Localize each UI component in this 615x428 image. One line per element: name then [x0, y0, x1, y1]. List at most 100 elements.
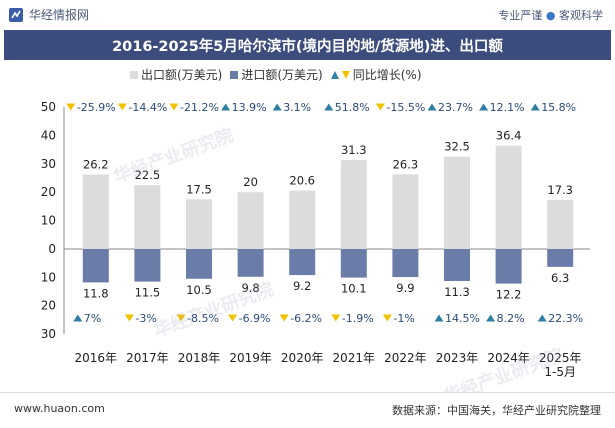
export-growth-label: 51.8%	[335, 101, 370, 114]
footer-website[interactable]: www.huaon.com	[14, 402, 105, 415]
triangle-up-icon	[530, 103, 540, 111]
legend-growth: 同比增长(%)	[330, 66, 422, 83]
triangle-down-icon	[176, 314, 186, 322]
export-value-label: 26.3	[393, 157, 419, 171]
y-tick-label: 20	[41, 185, 56, 199]
import-growth-label: 8.2%	[497, 312, 525, 325]
legend-import-swatch	[230, 70, 239, 79]
x-tick-label: 2022年	[384, 351, 427, 365]
import-value-label: 11.5	[135, 286, 161, 300]
import-value-label: 10.5	[186, 283, 212, 297]
import-growth-label: -6.9%	[239, 312, 271, 325]
import-value-label: 9.2	[293, 279, 311, 293]
export-value-label: 17.5	[186, 182, 212, 196]
y-tick-label: 50	[41, 100, 56, 114]
export-bar	[134, 185, 161, 249]
export-growth-label: 23.7%	[438, 101, 473, 114]
import-value-label: 11.3	[444, 285, 470, 299]
export-value-label: 20	[243, 175, 258, 189]
import-value-label: 9.9	[396, 281, 414, 295]
chart-title: 2016-2025年5月哈尔滨市(境内目的地/货源地)进、出口额	[112, 38, 503, 55]
triangle-up-icon	[537, 314, 547, 322]
footer-source: 数据来源：中国海关，华经产业研究院整理	[392, 404, 601, 417]
legend-export-label: 出口额(万美元)	[141, 68, 223, 82]
import-bar	[340, 249, 367, 278]
y-tick-label: 0	[48, 242, 56, 256]
import-growth-label: -1%	[393, 312, 414, 325]
export-bar	[237, 192, 264, 249]
x-tick-label: 2024年	[487, 351, 530, 365]
triangle-up-icon	[221, 103, 231, 111]
triangle-up-icon	[479, 103, 489, 111]
import-value-label: 9.8	[241, 281, 259, 295]
export-growth-label: 12.1%	[490, 101, 525, 114]
export-value-label: 31.3	[341, 143, 367, 157]
triangle-up-icon	[427, 103, 437, 111]
triangle-down-icon	[169, 103, 179, 111]
export-value-label: 22.5	[135, 168, 161, 182]
tagline: 专业严谨 ● 客观科学	[498, 7, 603, 23]
export-bar	[495, 145, 522, 249]
triangle-up-icon	[272, 103, 282, 111]
y-tick-label: 30	[41, 327, 56, 341]
export-value-label: 17.3	[547, 183, 573, 197]
import-growth-label: -8.5%	[187, 312, 219, 325]
import-bar	[237, 249, 264, 277]
export-bar	[547, 199, 574, 249]
triangle-down-icon	[382, 314, 392, 322]
import-growth-label: -3%	[135, 312, 156, 325]
export-bar	[289, 190, 316, 249]
import-bar	[289, 249, 316, 276]
y-tick-label: 30	[41, 157, 56, 171]
import-value-label: 12.2	[496, 288, 522, 302]
import-value-label: 11.8	[83, 286, 109, 300]
y-tick-label: 10	[41, 214, 56, 228]
triangle-up-icon	[330, 70, 339, 79]
import-bar	[134, 249, 161, 282]
tagline-a: 专业严谨	[498, 9, 543, 22]
export-growth-label: -14.4%	[128, 101, 167, 114]
x-tick-label: 2017年	[126, 351, 169, 365]
brand-name: 华经情报网	[29, 8, 90, 22]
export-value-label: 20.6	[289, 173, 315, 187]
y-tick-label: 20	[41, 299, 56, 313]
export-bar	[186, 199, 212, 249]
footer: www.huaon.com 数据来源：中国海关，华经产业研究院整理	[0, 392, 615, 428]
export-value-label: 32.5	[444, 140, 470, 154]
triangle-down-icon	[331, 314, 341, 322]
legend-import: 进口额(万美元)	[230, 66, 323, 83]
export-bar	[444, 156, 470, 249]
import-bar	[392, 249, 419, 278]
brand[interactable]: 华经情报网	[8, 6, 89, 23]
export-bar	[392, 174, 419, 249]
legend: 出口额(万美元) 进口额(万美元) 同比增长(%)	[130, 66, 430, 83]
x-tick-label: 1-5月	[544, 365, 576, 379]
x-tick-label: 2020年	[281, 351, 324, 365]
title-bar: 2016-2025年5月哈尔滨市(境内目的地/货源地)进、出口额	[4, 30, 611, 60]
export-growth-label: -25.9%	[77, 101, 116, 114]
y-tick-label: 40	[41, 128, 56, 142]
triangle-down-icon	[279, 314, 289, 322]
y-tick-label: 10	[41, 270, 56, 284]
triangle-down-icon	[375, 103, 385, 111]
export-value-label: 36.4	[496, 129, 522, 143]
tagline-b: 客观科学	[559, 9, 603, 22]
import-growth-label: 22.3%	[548, 312, 583, 325]
chart: 50 40 30 20 10 0 10 20 30 26.2 11.8 -25.9% 7% 2016年 22…	[41, 100, 590, 379]
triangle-down-icon	[341, 70, 350, 79]
triangle-down-icon	[117, 103, 127, 111]
legend-growth-label: 同比增长(%)	[352, 68, 422, 82]
x-tick-label: 2025年	[539, 351, 582, 365]
triangle-down-icon	[124, 314, 134, 322]
export-growth-label: -21.2%	[180, 101, 219, 114]
triangle-down-icon	[66, 103, 76, 111]
export-growth-label: 3.1%	[283, 101, 311, 114]
triangle-down-icon	[228, 314, 238, 322]
legend-import-label: 进口额(万美元)	[241, 68, 323, 82]
triangle-up-icon	[324, 103, 334, 111]
import-bar	[444, 249, 470, 282]
triangle-up-icon	[73, 314, 83, 322]
triangle-up-icon	[434, 314, 444, 322]
import-bar	[186, 249, 212, 279]
import-growth-label: 7%	[84, 312, 101, 325]
